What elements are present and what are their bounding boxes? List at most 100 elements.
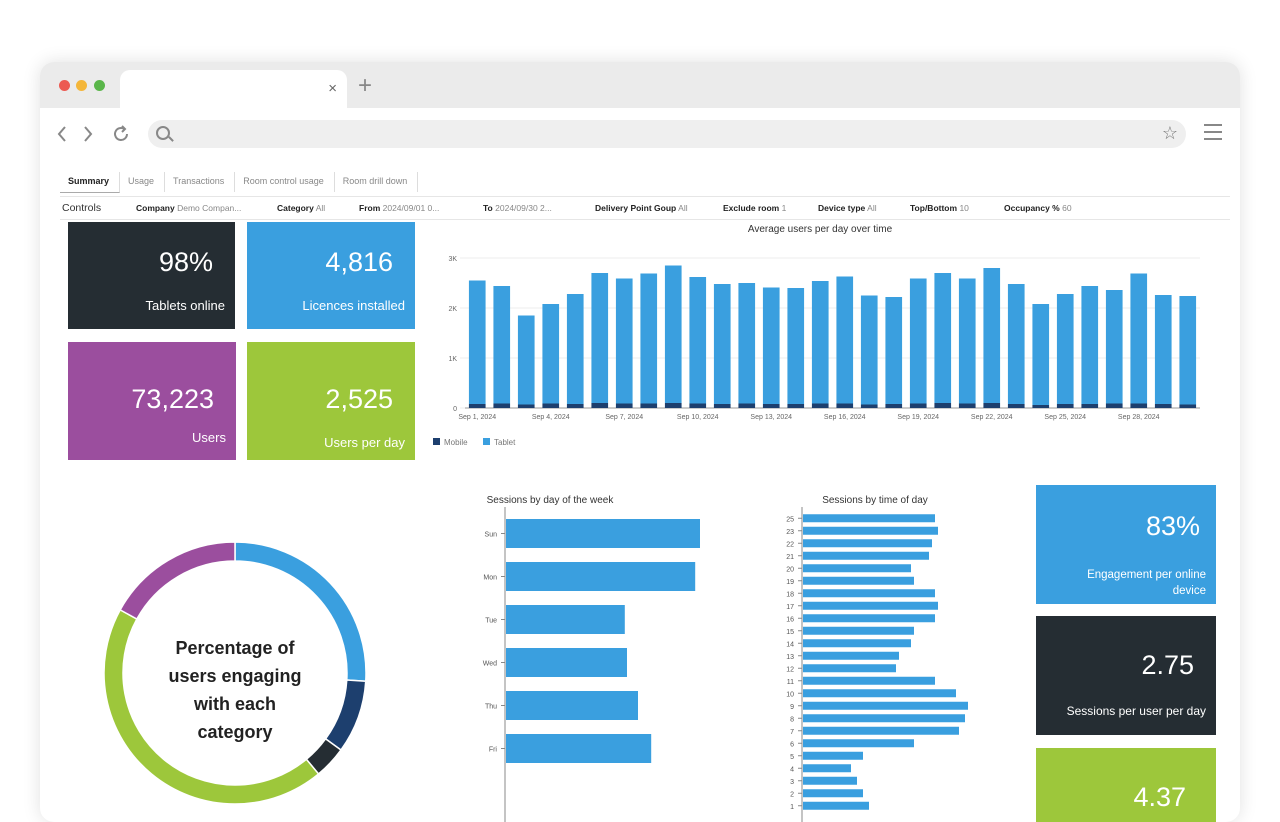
y-tick-label: 6 — [790, 741, 794, 748]
tab-room-control-usage[interactable]: Room control usage — [235, 172, 335, 192]
bar-mobile — [713, 404, 731, 408]
bar-tablet — [493, 286, 511, 404]
bar-mobile — [566, 404, 584, 408]
bookmark-star-icon[interactable]: ☆ — [1161, 123, 1178, 143]
bar-mobile — [591, 403, 609, 408]
kpi-label: Sessions per user per day — [1066, 704, 1206, 718]
bar-tablet — [787, 288, 805, 404]
bar-mobile — [909, 403, 927, 408]
bar-tablet — [934, 273, 952, 403]
kpi-value: 2.75 — [1141, 650, 1194, 680]
reload-icon[interactable] — [111, 124, 131, 144]
y-tick-label: 0 — [453, 406, 457, 413]
filter-device-type[interactable]: Device type All — [818, 203, 877, 213]
y-tick-label: 3 — [790, 779, 794, 786]
x-tick-label: Sep 7, 2024 — [605, 414, 643, 421]
filter-top-bottom[interactable]: Top/Bottom 10 — [910, 203, 969, 213]
tab-usage[interactable]: Usage — [120, 172, 166, 192]
x-tick-label: Sep 4, 2024 — [532, 414, 570, 421]
y-tick-label: Sun — [485, 532, 498, 539]
bar-tablet — [1105, 290, 1123, 404]
bar-tablet — [958, 278, 976, 404]
filter-to[interactable]: To 2024/09/30 2... — [483, 203, 552, 213]
bar-tablet — [689, 277, 707, 404]
bar — [803, 714, 965, 723]
bar-tablet — [566, 294, 584, 404]
bar — [803, 589, 935, 598]
dashboard: Summary Usage Transactions Room control … — [40, 160, 1240, 822]
donut-slice — [324, 679, 367, 752]
sessions-by-time-chart: Sessions by time of day 2523222120191817… — [786, 495, 968, 822]
back-icon[interactable] — [56, 125, 68, 143]
bar — [803, 776, 857, 785]
tab-transactions[interactable]: Transactions — [165, 172, 236, 192]
x-tick-label: Sep 10, 2024 — [677, 414, 719, 421]
x-tick-label: Sep 19, 2024 — [897, 414, 939, 421]
bar-tablet — [713, 284, 731, 404]
kpi-value: 2,525 — [325, 384, 393, 414]
bar-tablet — [1007, 284, 1025, 404]
kpi-licences-installed: 4,816 Licences installed — [247, 222, 415, 329]
bar — [803, 764, 851, 773]
filter-occupancy[interactable]: Occupancy % 60 — [1004, 203, 1072, 213]
kpi-sessions-per-user: 2.75 Sessions per user per day — [1036, 616, 1216, 735]
kpi-label: Tablets online — [145, 298, 226, 313]
y-tick-label: 5 — [790, 754, 794, 761]
bar — [803, 789, 863, 798]
bar-tablet — [909, 278, 927, 404]
bar-mobile — [1032, 405, 1050, 408]
bar-tablet — [983, 268, 1001, 403]
kpi-value: 4,816 — [325, 247, 393, 277]
x-tick-label: Sep 13, 2024 — [750, 414, 792, 421]
bar-tablet — [468, 280, 486, 404]
bar — [506, 519, 700, 548]
legend-label: Tablet — [494, 438, 516, 447]
y-tick-label: 12 — [786, 666, 794, 673]
legend-swatch — [483, 438, 490, 445]
maximize-window-button[interactable] — [94, 80, 105, 91]
filter-exclude-room[interactable]: Exclude room 1 — [723, 203, 787, 213]
filter-category[interactable]: Category All — [277, 203, 326, 213]
bar-mobile — [738, 403, 756, 408]
close-tab-icon[interactable]: × — [328, 80, 337, 97]
filter-from[interactable]: From 2024/09/01 0... — [359, 203, 440, 213]
y-tick-label: 2 — [790, 791, 794, 798]
bar — [803, 601, 938, 610]
kpi-engagement: 83% Engagement per online device — [1036, 485, 1216, 604]
bar-mobile — [689, 403, 707, 408]
bar-tablet — [1081, 286, 1099, 404]
y-tick-label: Fri — [489, 747, 498, 754]
bar-mobile — [1007, 404, 1025, 408]
donut-center-line: with each — [193, 694, 276, 714]
bar-tablet — [762, 287, 780, 404]
forward-icon[interactable] — [82, 125, 94, 143]
browser-window: × + ☆ Summary Usage Transactions Room co… — [40, 62, 1240, 822]
tab-summary[interactable]: Summary — [60, 172, 121, 193]
bar — [803, 751, 863, 760]
y-tick-label: 18 — [786, 591, 794, 598]
y-tick-label: 11 — [787, 679, 794, 686]
filter-company[interactable]: Company Demo Compan... — [136, 203, 242, 213]
filter-delivery-point-group[interactable]: Delivery Point Goup All — [595, 203, 688, 213]
y-tick-label: 20 — [786, 566, 794, 573]
bar-mobile — [493, 403, 511, 408]
browser-tab[interactable]: × — [120, 70, 347, 108]
minimize-window-button[interactable] — [76, 80, 87, 91]
chart-title: Average users per day over time — [748, 224, 893, 235]
bar — [803, 626, 914, 635]
kpi-tablets-online: 98% Tablets online — [68, 222, 235, 329]
y-tick-label: 9 — [790, 704, 794, 711]
bar — [803, 576, 914, 585]
donut-center-line: Percentage of — [175, 638, 295, 658]
bar-mobile — [787, 404, 805, 408]
new-tab-icon[interactable]: + — [358, 72, 373, 99]
donut-center-line: category — [197, 722, 272, 742]
tab-room-drill-down[interactable]: Room drill down — [335, 172, 419, 192]
address-bar[interactable]: ☆ — [148, 120, 1186, 148]
bar — [803, 689, 956, 698]
kpi-label: Engagement per online device — [1087, 569, 1206, 597]
close-window-button[interactable] — [59, 80, 70, 91]
bar-tablet — [615, 278, 633, 404]
bar-tablet — [1154, 295, 1172, 404]
browser-menu-icon[interactable] — [1204, 124, 1222, 145]
